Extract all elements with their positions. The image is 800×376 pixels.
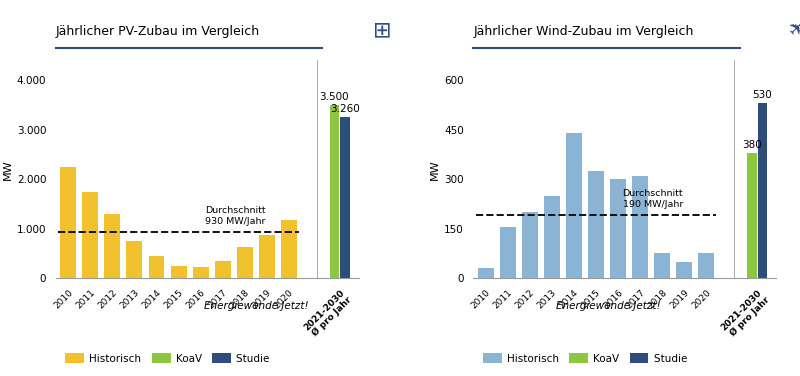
- Y-axis label: MW: MW: [2, 159, 13, 179]
- Bar: [82, 191, 98, 278]
- Bar: [588, 171, 604, 278]
- Bar: [500, 227, 516, 278]
- Text: ⊞: ⊞: [374, 22, 392, 42]
- Bar: [677, 262, 692, 278]
- Text: Energiewende Jetzt!: Energiewende Jetzt!: [204, 302, 309, 311]
- Bar: [341, 117, 350, 278]
- Bar: [758, 103, 767, 278]
- Bar: [149, 256, 165, 278]
- Bar: [126, 241, 142, 278]
- Text: Jährlicher PV-Zubau im Vergleich: Jährlicher PV-Zubau im Vergleich: [56, 25, 260, 38]
- Bar: [522, 212, 538, 278]
- Bar: [193, 267, 209, 278]
- Y-axis label: MW: MW: [430, 159, 440, 179]
- Bar: [104, 214, 120, 278]
- Bar: [747, 153, 757, 278]
- Bar: [654, 253, 670, 278]
- Text: ✸: ✸: [378, 0, 388, 1]
- Bar: [259, 235, 275, 278]
- Bar: [478, 268, 494, 278]
- Bar: [170, 266, 186, 278]
- Text: Durchschnitt
190 MW/Jahr: Durchschnitt 190 MW/Jahr: [622, 189, 683, 209]
- Bar: [237, 247, 253, 278]
- Bar: [610, 179, 626, 278]
- Text: Durchschnitt
930 MW/Jahr: Durchschnitt 930 MW/Jahr: [205, 206, 266, 226]
- Bar: [214, 261, 230, 278]
- Bar: [566, 133, 582, 278]
- Text: 380: 380: [742, 140, 762, 150]
- Bar: [632, 176, 648, 278]
- Bar: [698, 253, 714, 278]
- Bar: [60, 167, 76, 278]
- Legend: Historisch, KoaV, Studie : Historisch, KoaV, Studie: [478, 349, 694, 368]
- Text: ✈: ✈: [785, 15, 800, 40]
- Bar: [330, 105, 339, 278]
- Bar: [281, 220, 297, 278]
- Text: 3.500: 3.500: [320, 92, 350, 102]
- Text: 3.260: 3.260: [330, 104, 360, 114]
- Text: Energiewende Jetzt!: Energiewende Jetzt!: [556, 302, 661, 311]
- Legend: Historisch, KoaV, Studie : Historisch, KoaV, Studie: [62, 349, 277, 368]
- Text: 530: 530: [753, 91, 773, 100]
- Text: Jährlicher Wind-Zubau im Vergleich: Jährlicher Wind-Zubau im Vergleich: [474, 25, 694, 38]
- Bar: [544, 196, 560, 278]
